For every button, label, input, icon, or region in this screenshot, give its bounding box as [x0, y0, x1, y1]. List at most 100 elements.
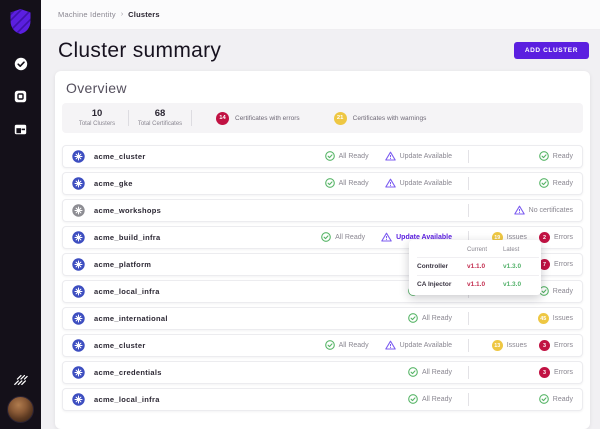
- count-badge: 3: [538, 340, 550, 351]
- errors-badge[interactable]: 2 Errors: [538, 232, 573, 243]
- issues-badge[interactable]: 19 Issues: [491, 232, 527, 243]
- issues-label: Issues: [552, 315, 573, 322]
- status-divider: [468, 393, 469, 406]
- status-all-ready: All Ready: [324, 175, 369, 193]
- cluster-row-statuses: All Ready Update Available 19 Issues 2 Errors: [305, 229, 573, 247]
- count-badge: 2: [538, 232, 550, 243]
- cluster-row-statuses: All Ready Update Available Ready: [309, 148, 573, 166]
- status-all-ready-label: All Ready: [422, 396, 452, 403]
- cluster-row[interactable]: acme_international All Ready 45 Issues: [62, 307, 583, 330]
- errors-badge[interactable]: 3 Errors: [538, 340, 573, 351]
- status-divider: [468, 231, 469, 244]
- cluster-row-left: acme_build_infra: [72, 231, 305, 244]
- status-update-available-label: Update Available: [399, 342, 452, 349]
- add-cluster-button[interactable]: ADD CLUSTER: [513, 42, 589, 59]
- cluster-row-summary: Ready: [469, 148, 573, 166]
- kubernetes-icon: [72, 231, 85, 244]
- wallet-card-icon[interactable]: [13, 122, 28, 137]
- cluster-row[interactable]: acme_workshops No certificates: [62, 199, 583, 222]
- issues-badge[interactable]: 45 Issues: [537, 313, 573, 324]
- user-avatar[interactable]: [7, 396, 34, 423]
- cluster-row-left: acme_local_infra: [72, 285, 392, 298]
- cluster-row-left: acme_gke: [72, 177, 309, 190]
- cluster-row-summary: 19 Issues 2 Errors: [469, 232, 573, 243]
- count-badge: 19: [491, 232, 503, 243]
- cluster-name: acme_cluster: [94, 152, 146, 161]
- app-box-icon[interactable]: [13, 89, 28, 104]
- count-badge: 21: [333, 111, 347, 125]
- overview-card: Overview 10 Total Clusters 68 Total Certifi…: [55, 71, 590, 429]
- check-circle-icon: [408, 364, 418, 382]
- cluster-row-statuses: All Ready Update Available Ready: [309, 175, 573, 193]
- cluster-row[interactable]: acme_gke All Ready Update Available Ready: [62, 172, 583, 195]
- status-ready: Ready: [538, 148, 573, 166]
- warning-triangle-icon: [384, 148, 396, 166]
- status-all-ready-label: All Ready: [338, 153, 369, 160]
- cluster-row[interactable]: acme_cluster All Ready Update Available 13 I…: [62, 334, 583, 357]
- cluster-name: acme_credentials: [94, 368, 162, 377]
- check-circle-icon: [538, 175, 549, 193]
- brand-shield-logo[interactable]: [9, 8, 32, 40]
- status-divider: [468, 312, 469, 325]
- sidebar: [0, 0, 41, 429]
- main-content: Machine Identity › Clusters Cluster summ…: [41, 0, 600, 429]
- tooltip-current-version: v1.1.0: [467, 257, 503, 275]
- cluster-name: acme_build_infra: [94, 233, 161, 242]
- stat-total-certificates: 68 Total Certificates: [129, 109, 191, 128]
- status-update-available[interactable]: Update Available: [384, 148, 452, 166]
- issues-badge[interactable]: 13 Issues: [491, 340, 527, 351]
- tooltip-component-name: CA Injector: [417, 275, 467, 293]
- stat-label: Total Certificates: [137, 121, 183, 127]
- cluster-row[interactable]: acme_credentials All Ready 3 Errors: [62, 361, 583, 384]
- cluster-row-left: acme_platform: [72, 258, 452, 271]
- cluster-row-summary: 45 Issues: [469, 313, 573, 324]
- status-all-ready: All Ready: [321, 229, 365, 247]
- status-update-available[interactable]: Update Available: [384, 337, 452, 355]
- cluster-row[interactable]: acme_local_infra All Ready Ready: [62, 388, 583, 411]
- errors-badge[interactable]: 3 Errors: [538, 367, 573, 378]
- status-all-ready-label: All Ready: [422, 369, 452, 376]
- tooltip-latest-version: v1.3.0: [503, 257, 539, 275]
- cluster-row-left: acme_local_infra: [72, 393, 392, 406]
- count-badge: 13: [491, 340, 503, 351]
- cluster-row-summary: No certificates: [469, 202, 573, 220]
- tooltip-current-version: v1.1.0: [467, 275, 503, 293]
- cluster-name: acme_platform: [94, 260, 152, 269]
- errors-badge[interactable]: 7 Errors: [538, 259, 573, 270]
- tooltip-latest-header: Latest: [503, 247, 520, 253]
- status-update-available[interactable]: Update Available: [384, 175, 452, 193]
- status-update-available[interactable]: Update Available: [381, 229, 452, 247]
- warning-triangle-icon: [513, 202, 525, 220]
- count-badge: 7: [538, 259, 550, 270]
- stat-badge-label: Certificates with warnings: [352, 114, 427, 122]
- kubernetes-icon: [72, 339, 85, 352]
- cluster-row[interactable]: acme_cluster All Ready Update Available Rea…: [62, 145, 583, 168]
- breadcrumb: Machine Identity › Clusters: [41, 0, 600, 30]
- status-no-certificates: No certificates: [513, 202, 573, 220]
- status-all-ready: All Ready: [408, 364, 452, 382]
- tooltip-latest-version: v1.3.0: [503, 275, 539, 293]
- cluster-row-summary: 13 Issues 3 Errors: [469, 340, 573, 351]
- status-ready-label: Ready: [552, 288, 573, 295]
- stat-certificates-with-errors: 14 Certificates with errors: [206, 111, 310, 125]
- status-all-ready: All Ready: [324, 337, 369, 355]
- jetstack-slashes-icon[interactable]: [13, 372, 28, 387]
- status-all-ready-label: All Ready: [338, 342, 369, 349]
- status-update-available-label: Update Available: [396, 234, 452, 241]
- status-all-ready: All Ready: [408, 310, 452, 328]
- kubernetes-icon: [72, 150, 85, 163]
- tooltip-current-header: Current: [467, 247, 488, 253]
- breadcrumb-parent[interactable]: Machine Identity: [58, 10, 116, 19]
- kubernetes-icon: [72, 285, 85, 298]
- kubernetes-icon: [72, 366, 85, 379]
- cluster-row-statuses: All Ready Ready: [392, 391, 573, 409]
- kubernetes-icon: [72, 204, 85, 217]
- check-circle-icon: [538, 148, 549, 166]
- check-circle-icon: [324, 337, 335, 355]
- stat-value: 10: [91, 108, 103, 119]
- stat-total-clusters: 10 Total Clusters: [66, 108, 128, 128]
- verified-check-icon[interactable]: [13, 56, 28, 71]
- tooltip-component-name: Controller: [417, 257, 467, 275]
- status-divider: [468, 366, 469, 379]
- tooltip-empty-header: [417, 244, 467, 257]
